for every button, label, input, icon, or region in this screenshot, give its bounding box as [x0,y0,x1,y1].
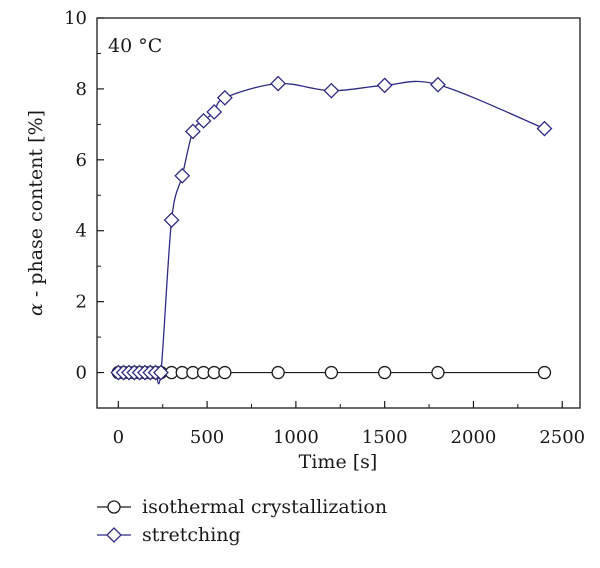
data-point-circle [537,365,552,380]
data-point-circle [271,365,285,380]
legend-item-stretching: stretching [97,524,241,546]
x-tick-label: 2500 [539,427,585,448]
y-axis-label-text: - phase content [%] [25,110,47,303]
legend: isothermal crystallization stretching [97,496,387,546]
plot-frame [96,17,581,409]
legend-marker-circle [107,500,121,514]
y-tick-label: 10 [64,8,87,29]
x-tick-label: 1500 [362,427,408,448]
series-line [118,80,545,385]
legend-marker-diamond [106,527,122,543]
data-point-diamond [536,120,553,137]
data-point-diamond [270,75,287,92]
data-point-diamond [430,76,446,93]
x-tick-label: 2000 [451,427,497,448]
data-point-circle [378,365,392,380]
data-point-diamond [184,123,201,140]
data-point-diamond [195,112,212,129]
data-point-diamond [163,212,180,229]
y-axis-ticks: 0 2 4 6 8 10 [64,8,104,384]
x-axis-label: Time [s] [299,451,378,473]
legend-label-stretching: stretching [142,524,241,546]
data-point-circle [324,365,339,380]
data-point-diamond [323,82,340,99]
x-tick-label: 500 [190,427,224,448]
data-point-circle [218,365,232,380]
x-tick-label: 1000 [273,427,319,448]
series-layer [110,75,553,385]
y-tick-label: 2 [76,292,87,313]
series-stretching [110,75,553,385]
y-tick-label: 4 [76,221,87,242]
y-tick-label: 6 [76,150,87,171]
x-axis-ticks: 0 500 1000 1500 2000 2500 [113,401,585,448]
data-point-diamond [153,364,169,381]
temperature-annotation: 40 °C [108,35,162,57]
data-point-diamond [216,89,233,106]
legend-label-isothermal: isothermal crystallization [142,496,387,518]
data-point-diamond [174,167,191,184]
y-tick-label: 0 [76,363,87,384]
x-tick-label: 0 [113,427,124,448]
y-tick-label: 8 [76,79,87,100]
data-point-diamond [376,77,393,94]
series-isothermal-crystallization [111,365,552,380]
data-point-circle [431,365,445,380]
y-axis-label: α - phase content [%] [25,110,47,316]
y-axis-label-symbol: α [25,303,47,316]
legend-item-isothermal: isothermal crystallization [97,496,387,518]
data-point-diamond [206,104,223,120]
